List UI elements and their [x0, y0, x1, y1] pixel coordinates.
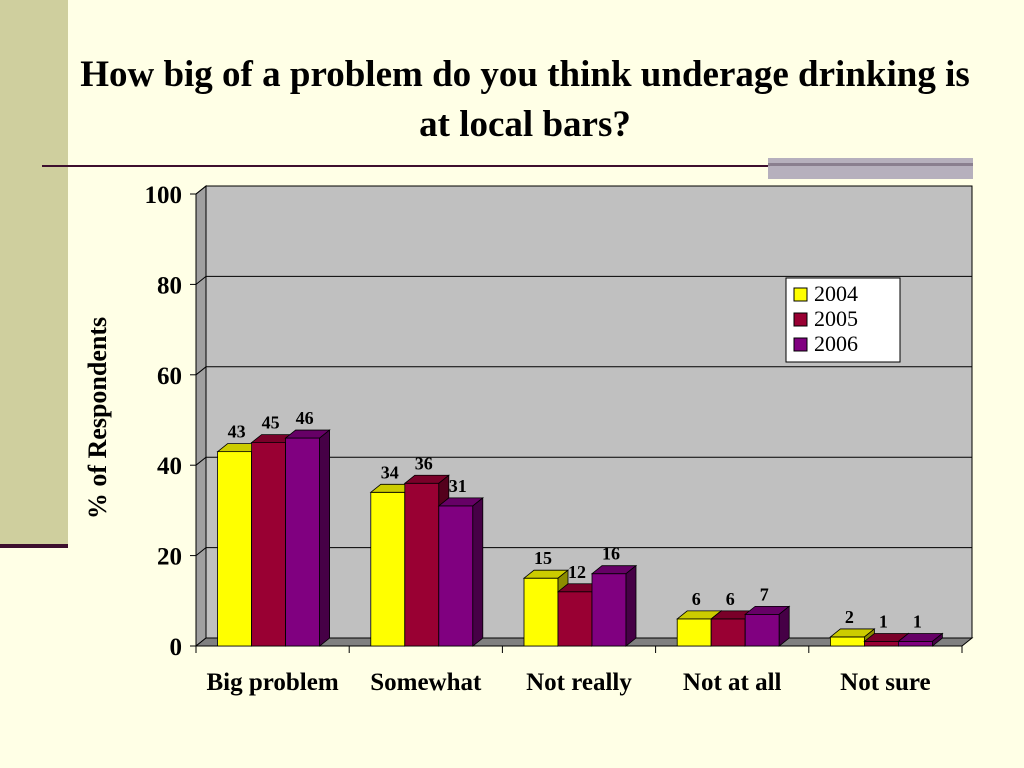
bar-2005: [710, 618, 746, 647]
gridline: [195, 456, 972, 466]
data-label: 2: [845, 607, 854, 627]
data-label: 46: [296, 408, 314, 428]
legend-label-2004: 2004: [814, 281, 858, 306]
bar-2006: [744, 613, 780, 647]
data-label: 1: [913, 611, 922, 631]
title-divider: [42, 165, 970, 167]
gridline: [195, 185, 972, 195]
bar-2006: [438, 505, 474, 647]
bar-side-2006: [472, 497, 484, 647]
data-label: 15: [534, 548, 552, 568]
data-label: 6: [692, 589, 701, 609]
gridline: [195, 547, 972, 556]
legend-swatch-2006: [793, 337, 808, 352]
y-tick-label: 80: [157, 272, 182, 299]
legend-swatch-2005: [793, 312, 808, 327]
data-label: 45: [262, 413, 280, 433]
plot-side-wall: [195, 184, 207, 648]
bar-2005: [557, 591, 593, 647]
gridline: [195, 366, 972, 376]
bar-side-2006: [778, 605, 790, 647]
bar-2004: [370, 491, 406, 647]
y-tick-label: 20: [157, 544, 182, 571]
y-tick-label: 0: [170, 634, 183, 661]
y-tick-label: 100: [145, 182, 183, 209]
bar-2006: [591, 573, 627, 647]
x-tick-label: Somewhat: [370, 669, 482, 696]
page-title: How big of a problem do you think undera…: [80, 54, 970, 145]
data-label: 31: [449, 476, 467, 496]
legend-label-2005: 2005: [814, 306, 858, 331]
bar-2005: [251, 442, 287, 647]
bar-2005: [864, 641, 899, 647]
legend-label-2006: 2006: [814, 331, 858, 356]
data-label: 34: [381, 462, 399, 482]
bar-2005: [404, 482, 440, 647]
data-label: 43: [228, 422, 246, 442]
data-label: 6: [726, 589, 735, 609]
accent-bar-line: [768, 163, 973, 166]
x-tick-label: Not really: [526, 669, 632, 696]
data-label: 16: [602, 544, 620, 564]
legend-swatch-2004: [793, 287, 808, 302]
bar-side-2006: [932, 632, 943, 647]
bar-2004: [830, 636, 865, 647]
bar-2006: [898, 641, 933, 647]
y-tick-label: 40: [157, 453, 182, 480]
bar-side-2006: [625, 564, 637, 647]
data-label: 1: [879, 611, 888, 631]
x-tick-label: Not at all: [683, 669, 782, 696]
data-label: 7: [760, 584, 769, 604]
bar-2004: [217, 451, 253, 647]
bar-side-2006: [319, 429, 331, 647]
left-decor-band: [0, 0, 68, 546]
data-label: 12: [568, 562, 586, 582]
bar-2004: [523, 577, 559, 647]
y-tick-label: 60: [157, 363, 182, 390]
x-tick-label: Not sure: [840, 669, 931, 696]
bar-2004: [676, 618, 712, 647]
gridline: [195, 275, 972, 285]
x-tick-label: Big problem: [206, 669, 338, 696]
left-decor-rule: [0, 544, 68, 548]
bar-2006: [285, 437, 321, 647]
data-label: 36: [415, 453, 433, 473]
